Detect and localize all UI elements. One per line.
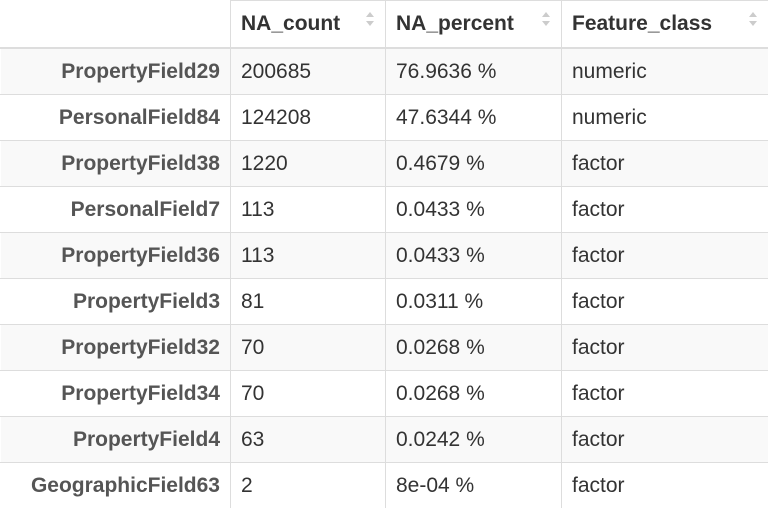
row-name-cell: GeographicField63 bbox=[0, 462, 231, 509]
na-count-cell: 2 bbox=[230, 462, 386, 509]
header-corner-cell bbox=[0, 0, 231, 49]
row-name-cell: PropertyField36 bbox=[0, 232, 231, 279]
feature-class-cell: factor bbox=[561, 232, 768, 279]
na-percent-cell: 0.0433 % bbox=[385, 232, 562, 279]
row-name-cell: PropertyField29 bbox=[0, 47, 231, 95]
header-row: NA_count NA_percent Feature_class bbox=[0, 0, 768, 49]
feature-class-cell: factor bbox=[561, 416, 768, 463]
na-percent-cell: 0.0242 % bbox=[385, 416, 562, 463]
na-count-cell: 200685 bbox=[230, 47, 386, 95]
table-row: PropertyField32 70 0.0268 % factor bbox=[0, 324, 768, 371]
sort-both-icon[interactable] bbox=[748, 10, 758, 28]
table-row: GeographicField63 2 8e-04 % factor bbox=[0, 462, 768, 509]
feature-class-cell: numeric bbox=[561, 47, 768, 95]
column-header-label: Feature_class bbox=[572, 12, 713, 35]
feature-class-cell: numeric bbox=[561, 94, 768, 141]
table-row: PersonalField7 113 0.0433 % factor bbox=[0, 186, 768, 233]
na-percent-cell: 8e-04 % bbox=[385, 462, 562, 509]
table-header: NA_count NA_percent Feature_class bbox=[0, 0, 768, 49]
feature-class-cell: factor bbox=[561, 462, 768, 509]
row-name-cell: PropertyField4 bbox=[0, 416, 231, 463]
table-row: PropertyField34 70 0.0268 % factor bbox=[0, 370, 768, 417]
table-row: PersonalField84 124208 47.6344 % numeric bbox=[0, 94, 768, 141]
na-count-cell: 70 bbox=[230, 324, 386, 371]
column-header-label: NA_count bbox=[241, 12, 341, 35]
table-row: PropertyField36 113 0.0433 % factor bbox=[0, 232, 768, 279]
na-percent-cell: 0.0311 % bbox=[385, 278, 562, 325]
na-summary-table: NA_count NA_percent Feature_class Proper… bbox=[0, 0, 768, 509]
row-name-cell: PropertyField38 bbox=[0, 140, 231, 187]
na-count-cell: 113 bbox=[230, 232, 386, 279]
na-percent-cell: 0.0433 % bbox=[385, 186, 562, 233]
feature-class-cell: factor bbox=[561, 370, 768, 417]
column-header-na-count[interactable]: NA_count bbox=[230, 0, 386, 49]
feature-class-cell: factor bbox=[561, 186, 768, 233]
na-count-cell: 63 bbox=[230, 416, 386, 463]
column-header-label: NA_percent bbox=[396, 12, 514, 35]
table-body: PropertyField29 200685 76.9636 % numeric… bbox=[0, 47, 768, 509]
feature-class-cell: factor bbox=[561, 324, 768, 371]
feature-class-cell: factor bbox=[561, 278, 768, 325]
table-row: PropertyField4 63 0.0242 % factor bbox=[0, 416, 768, 463]
table-row: PropertyField38 1220 0.4679 % factor bbox=[0, 140, 768, 187]
na-percent-cell: 76.9636 % bbox=[385, 47, 562, 95]
row-name-cell: PropertyField32 bbox=[0, 324, 231, 371]
table-row: PropertyField3 81 0.0311 % factor bbox=[0, 278, 768, 325]
na-percent-cell: 0.0268 % bbox=[385, 370, 562, 417]
sort-both-icon[interactable] bbox=[541, 10, 551, 28]
sort-both-icon[interactable] bbox=[365, 10, 375, 28]
row-name-cell: PersonalField7 bbox=[0, 186, 231, 233]
row-name-cell: PropertyField34 bbox=[0, 370, 231, 417]
feature-class-cell: factor bbox=[561, 140, 768, 187]
column-header-na-percent[interactable]: NA_percent bbox=[385, 0, 562, 49]
row-name-cell: PersonalField84 bbox=[0, 94, 231, 141]
na-count-cell: 1220 bbox=[230, 140, 386, 187]
column-header-feature-class[interactable]: Feature_class bbox=[561, 0, 768, 49]
na-count-cell: 124208 bbox=[230, 94, 386, 141]
na-percent-cell: 47.6344 % bbox=[385, 94, 562, 141]
na-percent-cell: 0.4679 % bbox=[385, 140, 562, 187]
table-row: PropertyField29 200685 76.9636 % numeric bbox=[0, 47, 768, 95]
row-name-cell: PropertyField3 bbox=[0, 278, 231, 325]
na-count-cell: 81 bbox=[230, 278, 386, 325]
na-count-cell: 70 bbox=[230, 370, 386, 417]
na-percent-cell: 0.0268 % bbox=[385, 324, 562, 371]
na-count-cell: 113 bbox=[230, 186, 386, 233]
